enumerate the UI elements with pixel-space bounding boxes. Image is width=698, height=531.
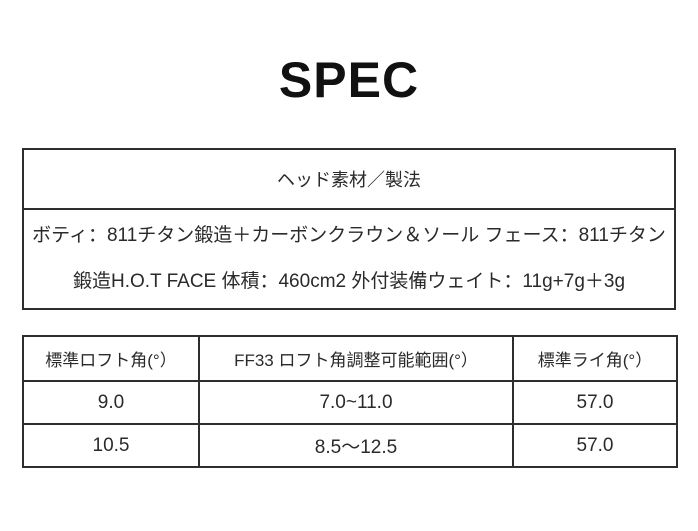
- table-row: 10.5 8.5～12.5 57.0: [22, 423, 678, 468]
- material-table: ヘッド素材／製法 ボティ：811チタン鍛造＋カーボンクラウン＆ソール フェース：…: [22, 148, 676, 310]
- loft-value-cell: 9.0: [22, 380, 200, 425]
- loft-value-cell: 10.5: [22, 423, 200, 468]
- loft-table: 標準ロフト角(°） FF33 ロフト角調整可能範囲(°） 標準ライ角(°） 9.…: [22, 335, 678, 468]
- loft-table-header-row: 標準ロフト角(°） FF33 ロフト角調整可能範囲(°） 標準ライ角(°）: [22, 335, 678, 382]
- material-table-header: ヘッド素材／製法: [24, 150, 674, 210]
- adjust-range-cell: 8.5～12.5: [198, 423, 514, 468]
- loft-table-header-adjust-range: FF33 ロフト角調整可能範囲(°）: [198, 335, 514, 382]
- page-title: SPEC: [278, 52, 420, 108]
- loft-table-header-standard-loft: 標準ロフト角(°）: [22, 335, 200, 382]
- lie-value-cell: 57.0: [512, 423, 678, 468]
- loft-table-header-standard-lie: 標準ライ角(°）: [512, 335, 678, 382]
- material-table-body: ボティ：811チタン鍛造＋カーボンクラウン＆ソール フェース：811チタン鍛造H…: [32, 225, 666, 292]
- table-row: 9.0 7.0~11.0 57.0: [22, 380, 678, 425]
- lie-value-cell: 57.0: [512, 380, 678, 425]
- adjust-range-cell: 7.0~11.0: [198, 380, 514, 425]
